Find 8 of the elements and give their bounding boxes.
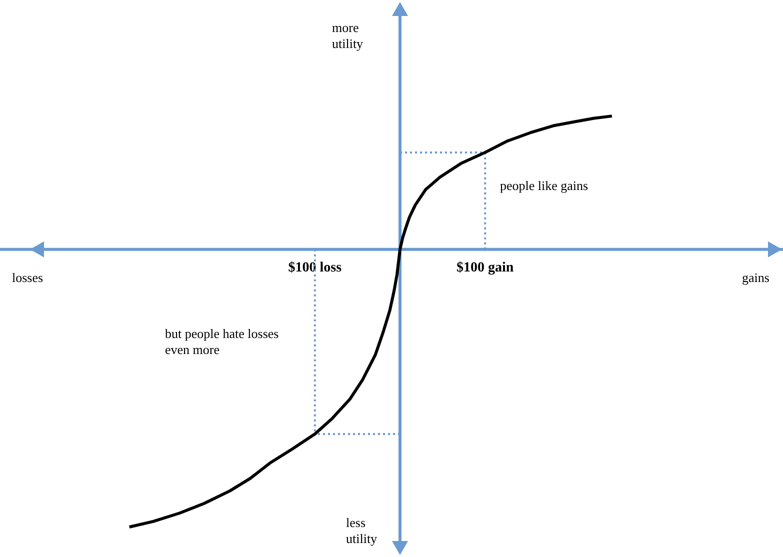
x-tick-label: $100 loss: [288, 260, 342, 276]
x-tick-label: $100 gain: [456, 260, 514, 276]
annotation: losses: [12, 270, 44, 286]
annotation: but people hate losses even more: [165, 326, 280, 358]
annotation: people like gains: [500, 178, 590, 194]
text: more utility: [332, 20, 364, 52]
annotation: less utility: [346, 515, 378, 547]
annotation: gains: [742, 270, 770, 286]
